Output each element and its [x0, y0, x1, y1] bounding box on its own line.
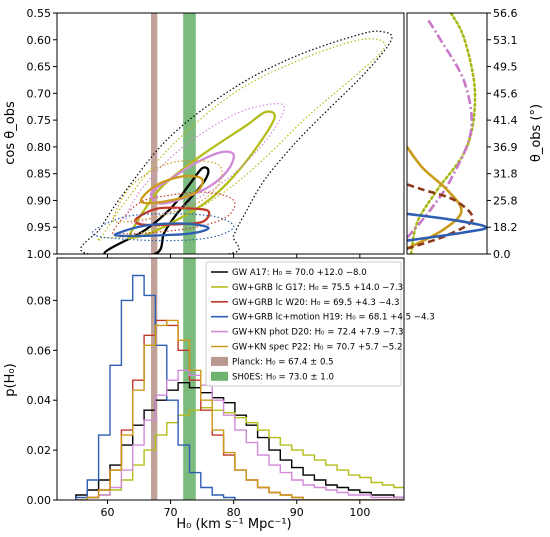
bottom-ylabel: p(H₀) — [3, 363, 18, 396]
marginal-lines — [407, 13, 487, 254]
contour-frame — [56, 12, 405, 255]
contour-gw-kn-phot-d20-dotted — [125, 103, 285, 224]
ytick-label-bottom-0.08: 0.08 — [27, 294, 52, 307]
xtick-label-60: 60 — [100, 506, 114, 519]
band-bottom-planck — [151, 258, 158, 500]
legend-label-gw_a17: GW A17: H₀ = 70.0 +12.0 −8.0 — [232, 268, 367, 278]
ytick-label-0.95: 0.95 — [27, 221, 52, 234]
xtick-label-80: 80 — [227, 506, 241, 519]
legend-label-grb_g17: GW+GRB lc G17: H₀ = 75.5 +14.0 −7.3 — [232, 283, 403, 293]
hist-gw-grb-lc-g17 — [75, 407, 404, 500]
legend-label-kn_phot_d20: GW+KN phot D20: H₀ = 72.4 +7.9 −7.3 — [232, 328, 404, 338]
ytick-label-0.70: 0.70 — [27, 87, 52, 100]
ytick-label-right-31.8: 31.8 — [493, 168, 518, 181]
theta-marginal-panel: 56.6 53.1 49.5 45.6 41.4 36.9 31.8 25.8 18.2 0.0 — [406, 7, 518, 261]
legend-label-shoes: SH0ES: H₀ = 73.0 ± 1.0 — [232, 372, 334, 382]
ytick-label-bottom-0.06: 0.06 — [27, 344, 52, 357]
ytick-label-bottom-0.04: 0.04 — [27, 394, 52, 407]
contour-gw-kn-phot-d20-solid — [149, 150, 236, 205]
hist-gw-a17 — [75, 382, 404, 500]
xtick-label-70: 70 — [164, 506, 178, 519]
ytick-label-right-53.1: 53.1 — [493, 34, 518, 47]
ytick-label-right-45.6: 45.6 — [493, 87, 518, 100]
legend-label-kn_spec_p22: GW+KN spec P22: H₀ = 70.7 +5.7 −5.2 — [232, 343, 402, 353]
marginal-gw-kn-phot-d20 — [407, 17, 473, 239]
h0-histogram-panel: 0.00 0.02 0.04 0.06 0.08 60 70 80 90 100 — [27, 257, 405, 519]
ytick-label-0.85: 0.85 — [27, 168, 52, 181]
ytick-label-right-41.4: 41.4 — [493, 114, 518, 127]
legend: GW A17: H₀ = 70.0 +12.0 −8.0 GW+GRB lc G1… — [205, 261, 435, 387]
ytick-label-bottom-0.02: 0.02 — [27, 444, 52, 457]
hist-frame — [56, 257, 405, 501]
xtick-label-90: 90 — [290, 506, 304, 519]
contour-gw-kn-spec-p22-solid — [139, 174, 204, 205]
marginal-gw-kn-spec-p22 — [407, 146, 463, 250]
ytick-label-right-25.8: 25.8 — [493, 194, 518, 207]
marginal-frame — [406, 12, 488, 255]
ytick-label-0.80: 0.80 — [27, 141, 52, 154]
ytick-label-bottom-0.00: 0.00 — [27, 494, 52, 507]
ytick-label-0.75: 0.75 — [27, 114, 52, 127]
ytick-label-0.65: 0.65 — [27, 61, 52, 74]
contour-gw-a17-dotted — [80, 30, 393, 254]
legend-label-planck: Planck: H₀ = 67.4 ± 0.5 — [232, 357, 334, 367]
contour-gw-grb-lc-motion-h19-solid — [113, 222, 210, 238]
band-planck — [151, 13, 158, 254]
legend-label-grb_w20: GW+GRB lc W20: H₀ = 69.5 +4.3 −4.3 — [232, 298, 399, 308]
ytick-label-right-18.2: 18.2 — [493, 221, 518, 234]
contour-gw-grb-lc-w20-dotted — [111, 191, 236, 235]
ytick-label-right-56.6: 56.6 — [493, 7, 518, 20]
contour-lines — [80, 30, 393, 254]
ytick-label-0.60: 0.60 — [27, 34, 52, 47]
hist-gw-kn-phot-d20 — [75, 369, 404, 500]
contour-panel: 0.55 0.60 0.65 0.70 0.75 0.80 0.85 0.90 0.95 1.00 — [27, 7, 405, 261]
contour-gw-grb-lc-g17-dotted — [97, 38, 386, 242]
contour-gw-grb-lc-g17-solid — [127, 110, 276, 240]
ytick-label-0.90: 0.90 — [27, 194, 52, 207]
legend-swatch-planck — [211, 356, 228, 366]
bottom-xlabel: H₀ (km s⁻¹ Mpc⁻¹) — [176, 517, 291, 532]
hist-gw-kn-spec-p22 — [75, 319, 404, 500]
ytick-label-right-36.9: 36.9 — [493, 141, 518, 154]
ytick-label-right-0.0: 0.0 — [493, 248, 511, 261]
legend-label-grb_h19: GW+GRB lc+motion H19: H₀ = 68.1 +4.5 −4.… — [232, 313, 435, 323]
hist-lines — [75, 274, 404, 500]
ytick-label-right-49.5: 49.5 — [493, 61, 518, 74]
ytick-label-1.00: 1.00 — [27, 248, 52, 261]
legend-swatch-shoes — [211, 371, 228, 381]
contour-gw-kn-spec-p22-dotted — [112, 160, 223, 223]
hist-gw-grb-lc-motion-h19 — [75, 274, 404, 500]
legend-box — [205, 261, 402, 387]
top-right-ylabel: θ_obs (°) — [529, 104, 544, 162]
ytick-label-0.55: 0.55 — [27, 7, 52, 20]
xtick-label-100: 100 — [349, 506, 370, 519]
top-left-ylabel: cos θ_obs — [3, 101, 18, 165]
marginal-gw-grb-lc-motion-h19 — [407, 212, 487, 242]
